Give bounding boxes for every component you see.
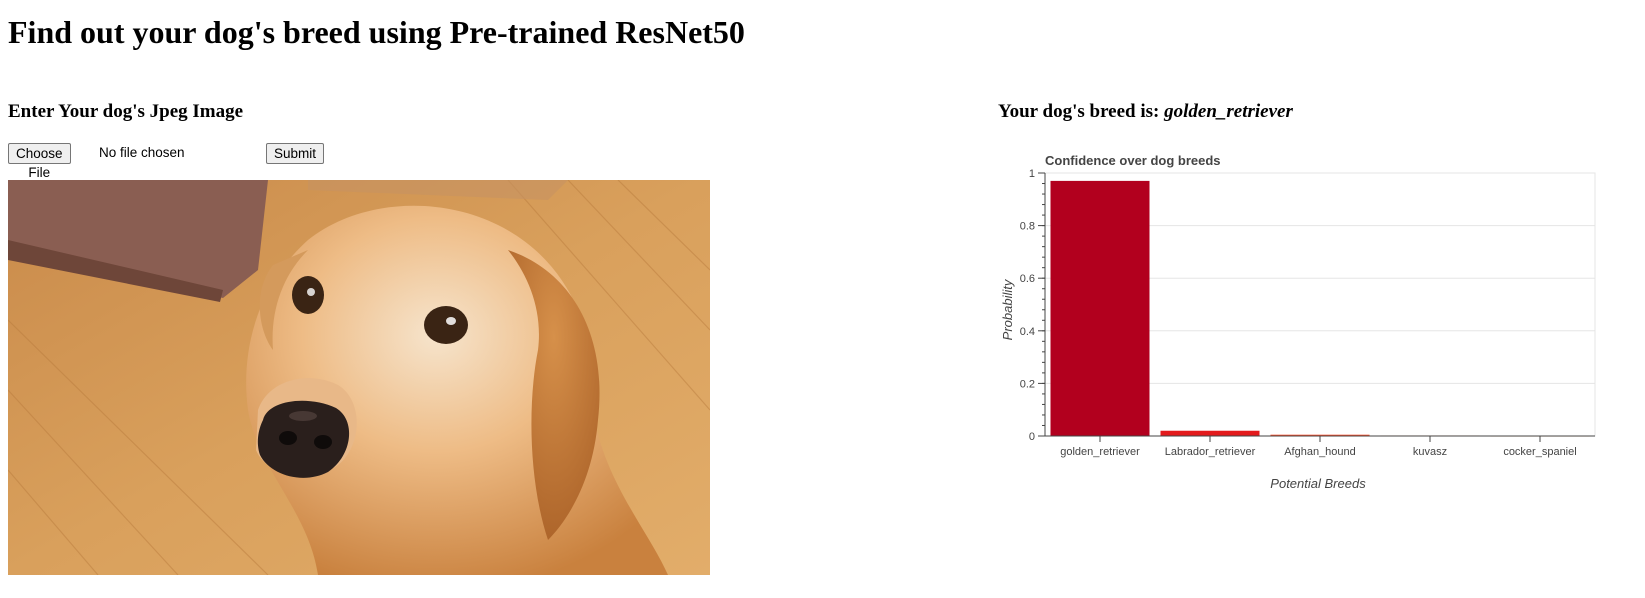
page-title: Find out your dog's breed using Pre-trai… [8, 14, 745, 50]
y-tick-label: 0.4 [1020, 326, 1035, 338]
y-axis-label: Probability [1000, 278, 1015, 340]
y-tick-label: 0 [1029, 431, 1035, 443]
x-tick-label: kuvasz [1413, 446, 1447, 458]
predicted-breed: golden_retriever [1164, 101, 1293, 122]
dog-photo [8, 180, 710, 575]
result-heading: Your dog's breed is: golden_retriever [998, 101, 1293, 123]
submit-button[interactable]: Submit [266, 143, 325, 164]
choose-file-button[interactable]: Choose File [8, 143, 71, 180]
y-tick-label: 0.2 [1020, 378, 1035, 390]
x-tick-label: Labrador_retriever [1165, 446, 1256, 458]
bar-Afghan_hound [1270, 434, 1370, 436]
y-tick-label: 1 [1029, 168, 1035, 180]
bar-golden_retriever [1050, 180, 1150, 436]
y-tick-label: 0.8 [1020, 221, 1035, 233]
bar-Labrador_retriever [1160, 430, 1260, 436]
upload-heading: Enter Your dog's Jpeg Image [8, 101, 244, 122]
x-tick-label: cocker_spaniel [1503, 446, 1576, 458]
file-status-text: No file chosen [99, 145, 185, 160]
confidence-chart: Confidence over dog breeds 0 0.2 0.4 0.6 0.8… [998, 150, 1608, 500]
confidence-chart-svg: Confidence over dog breeds 0 0.2 0.4 0.6 0.8… [1000, 153, 1596, 491]
x-tick-label: golden_retriever [1060, 446, 1140, 458]
x-tick-label: Afghan_hound [1284, 446, 1356, 458]
result-prefix: Your dog's breed is: [998, 101, 1160, 122]
y-tick-label: 0.6 [1020, 273, 1035, 285]
chart-title: Confidence over dog breeds [1045, 153, 1221, 168]
x-axis-label: Potential Breeds [1270, 476, 1366, 491]
